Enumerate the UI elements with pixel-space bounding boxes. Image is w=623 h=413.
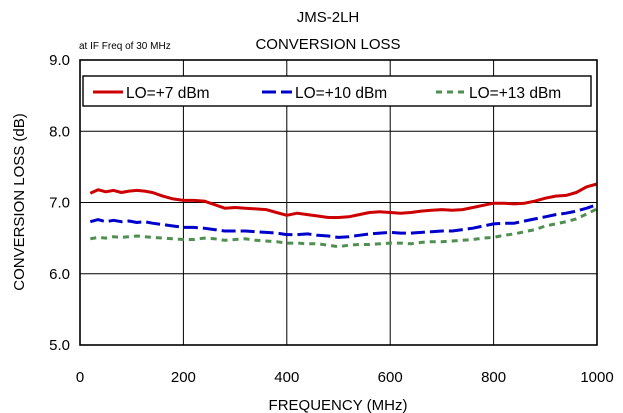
y-tick-label: 9.0 <box>49 52 70 69</box>
x-tick-labels: 0 200 400 600 800 1000 <box>76 369 614 386</box>
y-tick-label: 6.0 <box>49 266 70 283</box>
legend-label: LO=+7 dBm <box>126 85 210 102</box>
x-tick-label: 0 <box>76 369 84 386</box>
x-tick-label: 400 <box>274 369 299 386</box>
y-axis-label: CONVERSION LOSS (dB) <box>11 113 28 291</box>
legend-label: LO=+13 dBm <box>469 85 561 102</box>
series-line-3 <box>90 207 598 249</box>
x-tick-label: 600 <box>378 369 403 386</box>
series-line-1 <box>89 182 598 219</box>
legend-box <box>82 75 592 107</box>
chart-subtitle: CONVERSION LOSS <box>255 36 400 53</box>
legend: LO=+7 dBm LO=+10 dBm LO=+13 dBm <box>82 75 592 107</box>
x-axis-label: FREQUENCY (MHz) <box>269 397 408 413</box>
legend-label: LO=+10 dBm <box>295 85 387 102</box>
chart-title: JMS-2LH <box>297 9 360 26</box>
y-tick-label: 5.0 <box>49 337 70 354</box>
x-tick-label: 1000 <box>580 369 613 386</box>
y-tick-label: 8.0 <box>49 123 70 140</box>
plot-frame <box>79 59 598 346</box>
series-lines <box>89 182 598 249</box>
x-tick-label: 800 <box>481 369 506 386</box>
y-tick-labels: 5.0 6.0 7.0 8.0 9.0 <box>49 52 70 354</box>
series-line-2 <box>89 203 598 239</box>
y-tick-label: 7.0 <box>49 195 70 212</box>
x-tick-label: 200 <box>171 369 196 386</box>
grid-lines <box>80 60 597 345</box>
chart-annotation: at IF Freq of 30 MHz <box>79 41 171 52</box>
